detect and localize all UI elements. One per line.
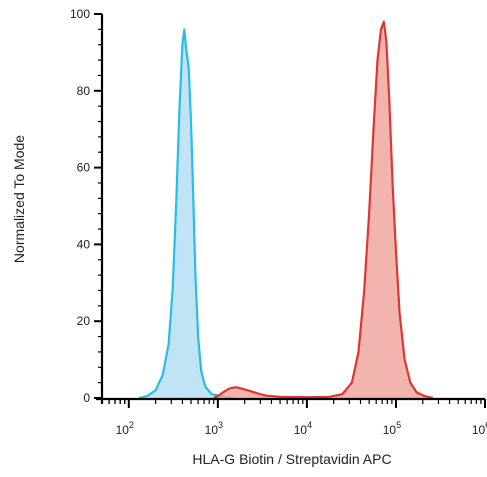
series-2-line [213,20,434,400]
plot-area [138,20,434,400]
x-tick-label: 106 [472,420,487,437]
y-tick-label: 0 [83,391,90,405]
y-tick-label: 80 [77,84,91,98]
x-tick-label: 104 [294,420,312,437]
series-2-area [213,21,433,398]
x-tick-label: 102 [116,420,134,437]
axes: 0 20 40 60 80 100 102 103 104 105 106 [70,7,487,437]
x-tick-label: 105 [383,420,401,437]
y-tick-label: 20 [77,314,91,328]
y-tick-label: 100 [70,7,90,21]
series-1-line [138,28,234,400]
x-tick-label: 103 [205,420,223,437]
y-axis-label: Normalized To Mode [11,135,27,263]
x-axis-label: HLA-G Biotin / Streptavidin APC [192,451,391,467]
y-tick-label: 40 [77,237,91,251]
series-1-area [139,29,234,399]
y-tick-label: 60 [77,161,91,175]
